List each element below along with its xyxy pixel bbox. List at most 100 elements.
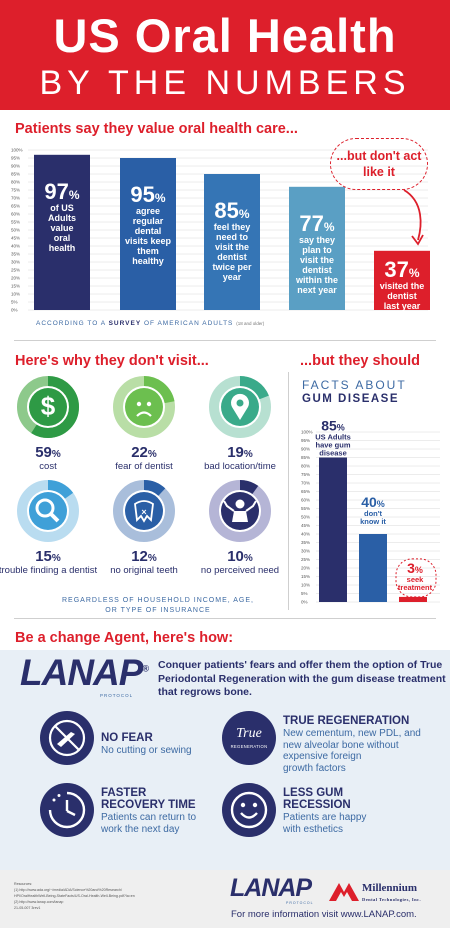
reason-percent-sign: %: [243, 553, 253, 564]
true-logo-text: True: [236, 726, 262, 741]
reason-percent-sign: %: [243, 449, 253, 460]
reason-percent-number: 15: [35, 548, 52, 565]
y-tick-label: 90%: [11, 164, 20, 169]
y-tick-label: 5%: [11, 300, 18, 305]
reason-item: × 12% no original teeth: [94, 480, 194, 576]
bar: [120, 158, 176, 310]
y-tick-label: 10%: [11, 292, 20, 297]
bar-label: visit the: [300, 255, 334, 265]
donut-fill: [17, 376, 79, 438]
reason-percent-number: 12: [131, 548, 148, 565]
bar-percent-number: 40: [361, 494, 377, 510]
y-tick-label: 50%: [11, 228, 20, 233]
feature-desc-line: new alveolar bone without: [283, 739, 399, 751]
bar-percent: 85%: [214, 198, 249, 223]
smile-glyph: [230, 791, 268, 829]
bar-label: need to: [216, 232, 249, 242]
ref-line: 21-05-007 3rev1: [14, 906, 41, 910]
feature-title-faster: RECOVERY TIME: [101, 799, 196, 811]
bar-label: next year: [297, 285, 337, 295]
regardless-note: REGARDLESS OF HOUSEHOLD INCOME, AGE, OR …: [62, 597, 254, 614]
bar-label: plan to: [302, 245, 332, 255]
y-tick-label: 35%: [301, 540, 310, 545]
reason-percent-sign: %: [51, 449, 61, 460]
sad-face-icon: [113, 376, 175, 438]
references: Resources: (1) http://www.ada.org/~/medi…: [14, 881, 194, 911]
footer-lanap-logo: LANAP: [230, 874, 312, 903]
bar-label: seek: [407, 575, 425, 584]
seek-treatment-bubble: [395, 558, 437, 598]
feature-desc-line: growth factors: [283, 762, 346, 774]
bar-label: oral: [54, 233, 71, 243]
reason-item: $59% cost: [0, 376, 98, 472]
y-tick-label: 95%: [301, 438, 310, 443]
gum-disease-bar-chart: 0% 5% 10% 15% 20% 25% 30% 35% 40% 45% 50% 55% 60% 65%…: [301, 418, 440, 605]
pin-hole: [236, 399, 244, 407]
bar-label: last year: [384, 301, 421, 311]
eye: [146, 401, 152, 407]
feature-title-no-fear: NO FEAR: [101, 732, 153, 744]
should-heading: ...but they should: [300, 353, 421, 369]
more-info-link[interactable]: For more information visit www.LANAP.com…: [231, 909, 417, 920]
y-tick-label: 60%: [301, 498, 310, 503]
section1-heading: Patients say they value oral health care…: [15, 121, 298, 137]
ref-line[interactable]: HPI/OralHealthWell-Being-StateFacts/US-O…: [14, 894, 135, 898]
survey-suffix: OF AMERICAN ADULTS: [144, 320, 234, 327]
y-tick-label: 0%: [11, 308, 18, 313]
smile-icon: [222, 783, 276, 837]
bar-label: within the: [295, 275, 338, 285]
reg-mark: ®: [142, 663, 149, 674]
clock-glyph: [48, 791, 86, 829]
bar-percent: 95%: [130, 182, 165, 207]
bar-label: of US: [50, 203, 74, 213]
reason-percent: 22%: [94, 444, 194, 461]
reason-item: 10% no perceived need: [190, 480, 290, 576]
bar-percent-number: 85: [321, 418, 337, 434]
bar: [204, 174, 260, 310]
y-tick-label: 15%: [301, 574, 310, 579]
frown: [136, 411, 152, 417]
y-tick-label: 30%: [301, 549, 310, 554]
donut-core: [29, 492, 67, 530]
feature-desc-line: Patients are happy: [283, 812, 367, 823]
bar-percent: 40%: [361, 494, 385, 510]
bar: [374, 250, 430, 310]
donut-core: [125, 492, 163, 530]
bar-label: Adults: [48, 213, 76, 223]
y-tick-label: 100%: [11, 148, 23, 153]
y-tick-label: 55%: [301, 506, 310, 511]
survey-bold: SURVEY: [108, 320, 142, 327]
footer-lanap-logo-text: LANAP: [230, 874, 312, 902]
feature-desc-line: expensive foreign: [283, 751, 362, 762]
bar-percent-number: 77: [299, 211, 323, 236]
bar: [399, 596, 427, 602]
reason-item: 19% bad location/time: [190, 376, 290, 472]
reason-percent: 59%: [0, 444, 98, 461]
page-subtitle: BY THE NUMBERS: [39, 64, 411, 102]
bar-percent-sign: %: [155, 191, 166, 205]
value-vs-action-bar-chart: 0% 5% 10% 15% 20% 25% 30% 35% 40% 45% 50% 55% 60% 65%…: [11, 148, 430, 313]
reason-percent-number: 10: [227, 548, 244, 565]
magnifier-icon: [17, 480, 79, 542]
reason-percent: 10%: [190, 548, 290, 565]
footer-lanap-sub: PROTOCOL: [286, 901, 314, 905]
y-tick-label: 45%: [11, 236, 20, 241]
body: [232, 511, 248, 522]
reason-percent-number: 19: [227, 444, 244, 461]
y-tick-label: 50%: [301, 515, 310, 520]
bar-label: dentist: [387, 291, 417, 301]
ref-line[interactable]: (2) http://www.lanap.com/lanap: [14, 900, 64, 904]
location-pin-icon: [209, 376, 271, 438]
bar-percent-sign: %: [239, 207, 250, 221]
bar-label: dentist: [302, 265, 332, 275]
change-agent-heading: Be a change Agent, here's how:: [15, 630, 234, 646]
bar-label: feel they: [214, 222, 251, 232]
y-tick-label: 20%: [301, 566, 310, 571]
handle: [49, 512, 60, 523]
ref-line[interactable]: (1) http://www.ada.org/~/media/ADA/Scien…: [14, 888, 122, 892]
donut-fill: [113, 480, 175, 542]
reasons-heading: Here's why they don't visit...: [15, 353, 209, 369]
survey-prefix: ACCORDING TO A: [36, 320, 106, 327]
head: [235, 499, 245, 509]
